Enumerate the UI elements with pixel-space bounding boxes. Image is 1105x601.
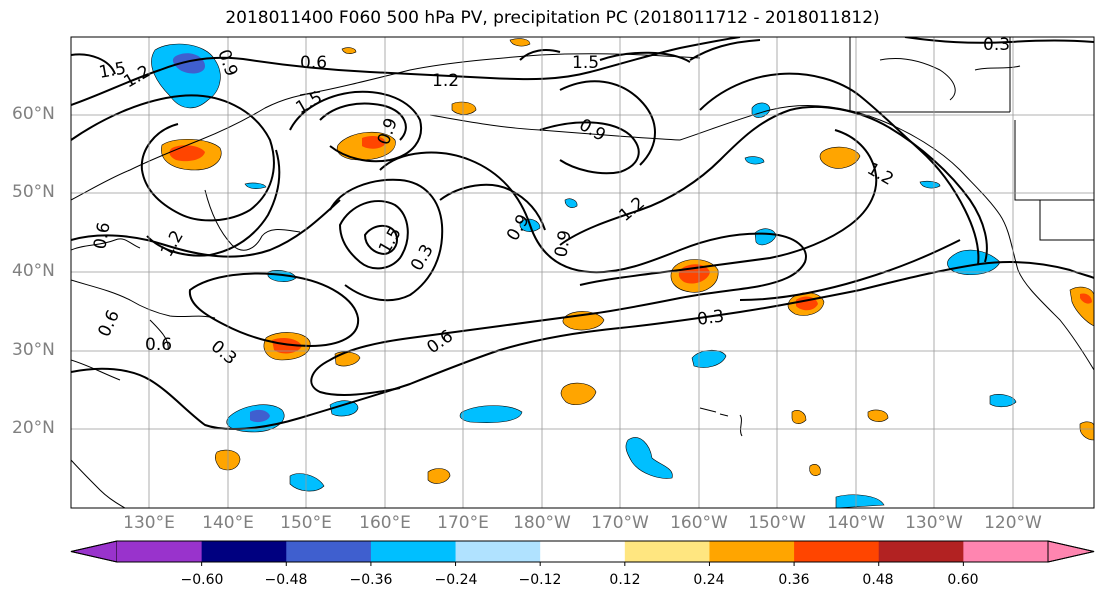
lon-label: 130°W <box>905 513 963 533</box>
colorbar-outline <box>70 540 1095 563</box>
lat-label: 20°N <box>12 418 55 438</box>
colorbar-bin <box>709 541 795 562</box>
lon-label: 140°E <box>202 513 254 533</box>
colorbar-bin <box>201 541 287 562</box>
colorbar-bin <box>624 541 710 562</box>
colorbar-bin <box>286 541 372 562</box>
contour-label: 1.5 <box>97 59 127 83</box>
colorbar-label: 0.12 <box>609 572 641 588</box>
colorbar-bin <box>963 541 1049 562</box>
colorbar-label: −0.12 <box>518 572 562 588</box>
graticule <box>71 37 1094 508</box>
lon-label: 150°W <box>748 513 806 533</box>
lat-label: 50°N <box>12 182 55 202</box>
colorbar-label: −0.36 <box>349 572 393 588</box>
colorbar-label: 0.60 <box>947 572 979 588</box>
colorbar <box>70 540 1095 566</box>
contour-label: 0.3 <box>696 306 726 330</box>
colorbar-bin <box>455 541 541 562</box>
contour-label: 0.6 <box>90 221 114 251</box>
pv-contours <box>71 37 1094 431</box>
contour-label: 1.2 <box>432 71 459 91</box>
lon-label: 160°E <box>359 513 411 533</box>
colorbar-label: 0.36 <box>778 572 810 588</box>
contour-label: 0.6 <box>145 335 172 355</box>
colorbar-bin <box>878 541 964 562</box>
colorbar-bin <box>370 541 457 562</box>
contour-label: 0.6 <box>300 53 327 73</box>
lon-label: 130°E <box>123 513 175 533</box>
contour-label: 1.5 <box>572 53 599 73</box>
colorbar-label: 0.48 <box>862 572 894 588</box>
contour-label: 0.3 <box>983 35 1010 55</box>
colorbar-bin <box>540 541 626 562</box>
colorbar-bin <box>117 541 203 562</box>
lat-label: 40°N <box>12 261 55 281</box>
colorbar-label: 0.24 <box>693 572 725 588</box>
lon-label: 140°W <box>827 513 885 533</box>
map-area <box>71 37 1094 508</box>
colorbar-bin <box>794 541 880 562</box>
lat-label: 60°N <box>12 104 55 124</box>
lon-label: 160°W <box>670 513 728 533</box>
colorbar-extend-max <box>1047 540 1095 563</box>
colorbar-label: −0.48 <box>264 572 308 588</box>
chart-title: 2018011400 F060 500 hPa PV, precipitatio… <box>225 8 880 28</box>
colorbar-extend-min <box>70 540 118 563</box>
colorbar-label: −0.24 <box>434 572 478 588</box>
colorbar-label: −0.60 <box>180 572 224 588</box>
map-frame <box>70 36 1095 509</box>
contour-label: 0.9 <box>551 229 575 259</box>
lon-label: 180°W <box>513 513 571 533</box>
lat-label: 30°N <box>12 340 55 360</box>
lon-label: 120°W <box>984 513 1042 533</box>
lon-label: 170°W <box>591 513 649 533</box>
lon-label: 150°E <box>280 513 332 533</box>
precip-anomalies <box>151 38 1094 508</box>
lon-label: 170°E <box>437 513 489 533</box>
